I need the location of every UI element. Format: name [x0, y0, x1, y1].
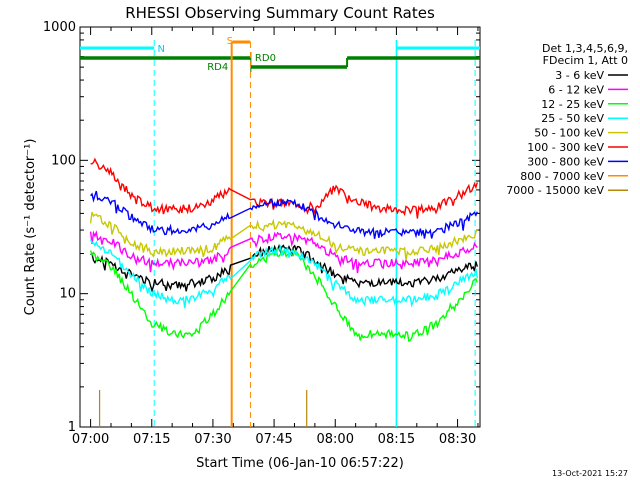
series-line: [90, 190, 478, 239]
series-line: [90, 157, 478, 219]
legend-label: 3 - 6 keV: [555, 69, 604, 82]
footer-date: 13-Oct-2021 15:27: [552, 469, 628, 478]
y-axis-label: Count Rate (s⁻¹ detector⁻¹): [23, 139, 38, 316]
annotation-label: N: [157, 44, 164, 55]
legend-label: 7000 - 15000 keV: [506, 184, 604, 197]
x-tick-label: 07:15: [133, 432, 170, 447]
legend-header-1: Det 1,3,4,5,6,9,: [542, 42, 628, 55]
legend-header-2: FDecim 1, Att 0: [543, 54, 628, 67]
annotation-label: RD0: [255, 53, 276, 64]
y-tick-label: 1000: [43, 20, 76, 35]
legend-label: 12 - 25 keV: [541, 98, 604, 111]
series-line: [89, 239, 478, 309]
x-axis-label: Start Time (06-Jan-10 06:57:22): [196, 456, 404, 471]
series-line: [89, 247, 478, 343]
legend-label: 800 - 7000 keV: [520, 170, 604, 183]
annotation-label: RD4: [207, 62, 228, 73]
series-line: [89, 211, 478, 261]
axis-ticks: 1 10 100 1000 07:00 07:15 07:30 07:45 08:00 08:15…: [43, 20, 480, 447]
y-tick-label: 1: [68, 420, 76, 435]
legend-label: 50 - 100 keV: [534, 127, 604, 140]
x-tick-label: 07:30: [194, 432, 231, 447]
plot-frame: [79, 26, 481, 428]
x-tick-label: 08:15: [378, 432, 415, 447]
legend-label: 100 - 300 keV: [527, 141, 604, 154]
x-tick-label: 08:00: [317, 432, 354, 447]
legend-label: 300 - 800 keV: [527, 155, 604, 168]
y-tick-label: 10: [59, 287, 76, 302]
x-tick-label: 07:00: [72, 432, 109, 447]
chart-title: RHESSI Observing Summary Count Rates: [125, 4, 435, 22]
legend-label: 25 - 50 keV: [541, 112, 604, 125]
y-tick-label: 100: [51, 153, 76, 168]
annotation-label: S: [227, 36, 233, 47]
legend-label: 6 - 12 keV: [548, 83, 604, 96]
x-tick-label: 07:45: [255, 432, 292, 447]
series-line: [90, 243, 478, 293]
x-tick-label: 08:30: [439, 432, 476, 447]
series-layer: [89, 157, 478, 343]
series-line: [89, 230, 478, 274]
instrument-state-markers: N S RD0 RD4: [80, 36, 480, 427]
